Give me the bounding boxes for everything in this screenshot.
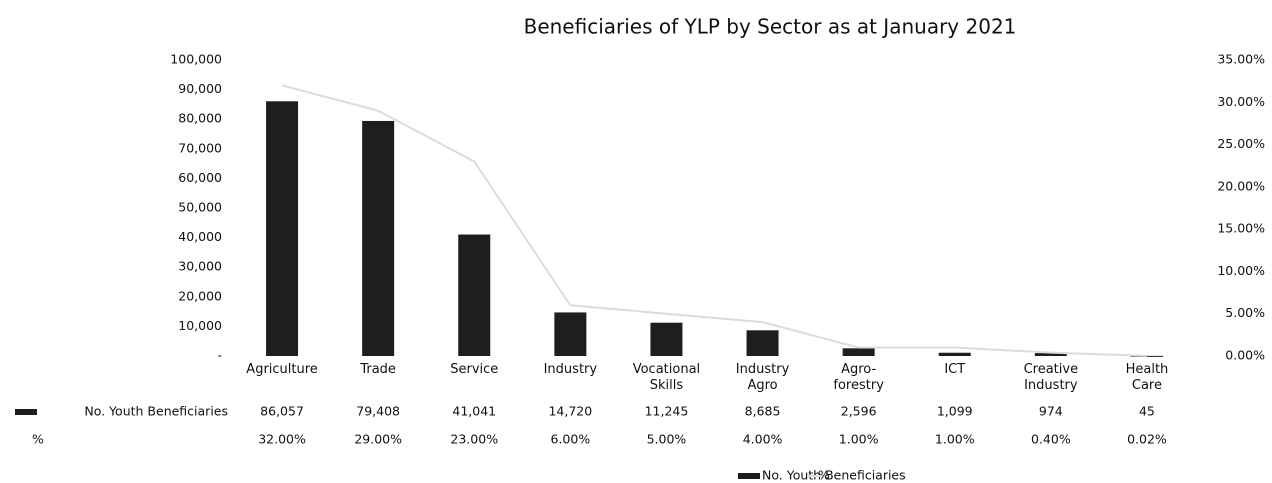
bar — [458, 234, 491, 356]
bar — [746, 330, 779, 356]
table-cell: 1.00% — [839, 432, 879, 447]
y-tick-label: 70,000 — [178, 140, 222, 155]
table-cell: 14,720 — [548, 404, 592, 419]
table-cell: 5.00% — [647, 432, 687, 447]
y-tick-label: 30,000 — [178, 259, 222, 274]
table-cell: 23.00% — [450, 432, 498, 447]
y-tick-label: 20,000 — [178, 288, 222, 303]
y2-tick-label: 30.00% — [1217, 94, 1265, 109]
table-key — [15, 409, 37, 415]
legend-label: % — [818, 468, 830, 483]
bar — [554, 312, 587, 356]
y2-tick-label: 20.00% — [1217, 178, 1265, 193]
table-cell: 29.00% — [354, 432, 402, 447]
y2-tick-label: 25.00% — [1217, 136, 1265, 151]
x-tick-label: Trade — [360, 362, 396, 377]
bar — [1034, 353, 1067, 356]
x-tick-label: Industry — [543, 362, 598, 377]
y-tick-label: 90,000 — [178, 81, 222, 96]
y-tick-label: 60,000 — [178, 170, 222, 185]
y2-tick-label: 0.00% — [1225, 348, 1265, 363]
legend-swatch — [738, 473, 760, 479]
y2-tick-label: 15.00% — [1217, 221, 1265, 236]
table-cell: 11,245 — [645, 404, 689, 419]
bar — [842, 348, 875, 356]
y-tick-label: 50,000 — [178, 200, 222, 215]
bar — [362, 120, 395, 356]
x-tick-label: Industry Agro — [735, 362, 790, 393]
table-cell: 79,408 — [356, 404, 400, 419]
y2-tick-label: 10.00% — [1217, 263, 1265, 278]
bar — [266, 101, 299, 357]
table-cell: 6.00% — [550, 432, 590, 447]
legend-label: No. Youth Beneficiaries — [762, 468, 906, 483]
y-tick-label: 100,000 — [170, 52, 222, 67]
x-tick-label: Creative Industry — [1023, 362, 1079, 393]
table-cell: 41,041 — [452, 404, 496, 419]
table-cell: 45 — [1139, 404, 1155, 419]
table-cell: 86,057 — [260, 404, 304, 419]
x-tick-label: ICT — [944, 362, 966, 377]
y-tick-label: 10,000 — [178, 318, 222, 333]
table-cell: 1,099 — [937, 404, 973, 419]
y-tick-label: 80,000 — [178, 111, 222, 126]
table-cell: 0.40% — [1031, 432, 1071, 447]
x-tick-label: Vocational Skills — [632, 362, 701, 393]
table-cell: 1.00% — [935, 432, 975, 447]
y2-tick-label: 5.00% — [1225, 305, 1265, 320]
table-cell: 2,596 — [841, 404, 877, 419]
table-row-label: % — [32, 432, 44, 447]
y-tick-label: - — [217, 348, 222, 363]
table-cell: 974 — [1039, 404, 1063, 419]
bar — [1130, 355, 1163, 357]
y2-tick-label: 35.00% — [1217, 52, 1265, 67]
line — [281, 84, 1147, 357]
chart-title: Beneficiaries of YLP by Sector as at Jan… — [524, 15, 1017, 39]
table-cell: 32.00% — [258, 432, 306, 447]
table-row-label: No. Youth Beneficiaries — [84, 404, 228, 419]
y-tick-label: 40,000 — [178, 229, 222, 244]
table-cell: 4.00% — [743, 432, 783, 447]
table-cell: 8,685 — [745, 404, 781, 419]
bar — [650, 322, 683, 356]
x-tick-label: Health Care — [1125, 362, 1169, 393]
bar — [938, 352, 971, 356]
x-tick-label: Agriculture — [246, 362, 318, 377]
x-tick-label: Agro-forestry — [833, 362, 884, 393]
x-tick-label: Service — [450, 362, 499, 377]
table-cell: 0.02% — [1127, 432, 1167, 447]
